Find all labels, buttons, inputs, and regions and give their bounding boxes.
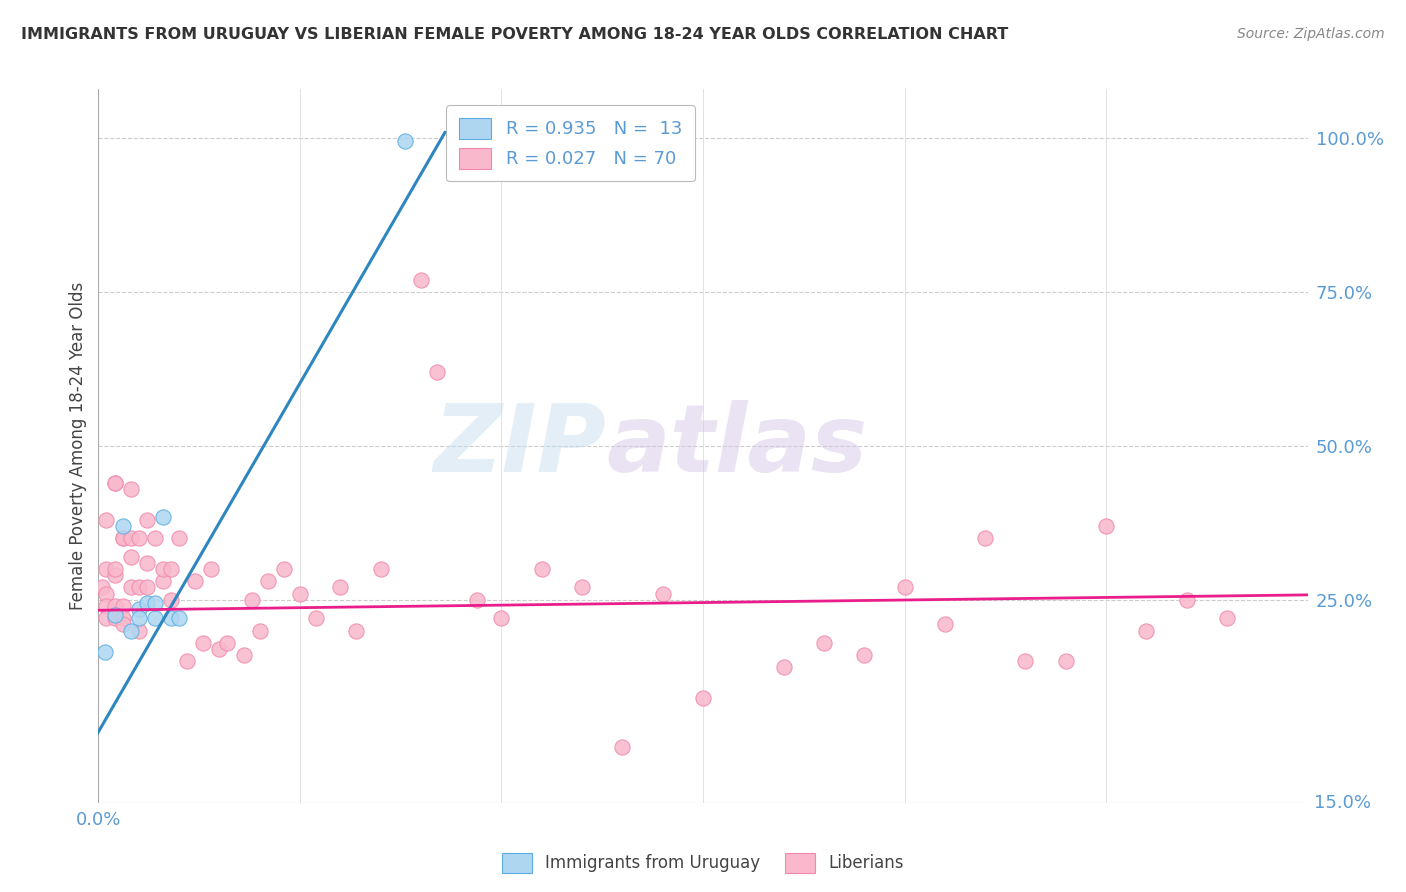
Text: atlas: atlas	[606, 400, 868, 492]
Point	[571, 581, 593, 595]
Point	[1095, 519, 1118, 533]
Point	[1175, 592, 1198, 607]
Legend: R = 0.935   N =  13, R = 0.027   N = 70: R = 0.935 N = 13, R = 0.027 N = 70	[446, 105, 695, 181]
Point	[344, 624, 367, 638]
Point	[135, 581, 157, 595]
Point	[491, 611, 513, 625]
Point	[103, 568, 125, 582]
Text: 15.0%: 15.0%	[1313, 794, 1371, 812]
Point	[176, 654, 198, 668]
Point	[111, 617, 134, 632]
Point	[120, 549, 142, 564]
Point	[128, 531, 150, 545]
Point	[103, 562, 125, 576]
Point	[135, 513, 157, 527]
Point	[167, 531, 190, 545]
Point	[111, 531, 134, 545]
Legend: Immigrants from Uruguay, Liberians: Immigrants from Uruguay, Liberians	[495, 847, 911, 880]
Point	[612, 740, 634, 755]
Point	[103, 475, 125, 490]
Point	[208, 642, 231, 657]
Point	[103, 611, 125, 625]
Point	[96, 562, 118, 576]
Point	[167, 611, 190, 625]
Point	[111, 611, 134, 625]
Point	[288, 587, 311, 601]
Point	[893, 581, 915, 595]
Point	[1054, 654, 1077, 668]
Point	[111, 599, 134, 613]
Point	[91, 581, 114, 595]
Point	[143, 611, 166, 625]
Point	[409, 273, 432, 287]
Point	[692, 691, 714, 706]
Point	[94, 645, 117, 659]
Point	[111, 531, 134, 545]
Point	[394, 135, 416, 149]
Point	[135, 556, 157, 570]
Point	[128, 611, 150, 625]
Point	[120, 624, 142, 638]
Point	[160, 592, 183, 607]
Point	[273, 562, 295, 576]
Point	[120, 581, 142, 595]
Point	[426, 365, 449, 379]
Point	[120, 482, 142, 496]
Point	[152, 562, 174, 576]
Point	[193, 636, 215, 650]
Text: IMMIGRANTS FROM URUGUAY VS LIBERIAN FEMALE POVERTY AMONG 18-24 YEAR OLDS CORRELA: IMMIGRANTS FROM URUGUAY VS LIBERIAN FEMA…	[21, 27, 1008, 42]
Point	[813, 636, 835, 650]
Point	[103, 599, 125, 613]
Text: ZIP: ZIP	[433, 400, 606, 492]
Point	[240, 592, 263, 607]
Text: Source: ZipAtlas.com: Source: ZipAtlas.com	[1237, 27, 1385, 41]
Point	[249, 624, 271, 638]
Point	[256, 574, 278, 589]
Point	[152, 574, 174, 589]
Point	[305, 611, 328, 625]
Point	[329, 581, 352, 595]
Point	[96, 611, 118, 625]
Point	[143, 596, 166, 610]
Point	[651, 587, 673, 601]
Point	[184, 574, 207, 589]
Point	[934, 617, 956, 632]
Point	[120, 531, 142, 545]
Point	[96, 599, 118, 613]
Point	[1014, 654, 1036, 668]
Point	[1216, 611, 1239, 625]
Point	[128, 624, 150, 638]
Point	[1135, 624, 1157, 638]
Point	[96, 513, 118, 527]
Point	[103, 475, 125, 490]
Point	[160, 562, 183, 576]
Point	[96, 587, 118, 601]
Point	[465, 592, 488, 607]
Point	[853, 648, 876, 662]
Point	[217, 636, 239, 650]
Point	[111, 519, 134, 533]
Point	[772, 660, 794, 674]
Point	[143, 531, 166, 545]
Y-axis label: Female Poverty Among 18-24 Year Olds: Female Poverty Among 18-24 Year Olds	[69, 282, 87, 610]
Point	[974, 531, 997, 545]
Point	[200, 562, 222, 576]
Point	[103, 608, 125, 623]
Point	[135, 596, 157, 610]
Point	[160, 611, 183, 625]
Point	[530, 562, 553, 576]
Point	[232, 648, 254, 662]
Point	[152, 509, 174, 524]
Point	[128, 581, 150, 595]
Point	[128, 602, 150, 616]
Point	[370, 562, 392, 576]
